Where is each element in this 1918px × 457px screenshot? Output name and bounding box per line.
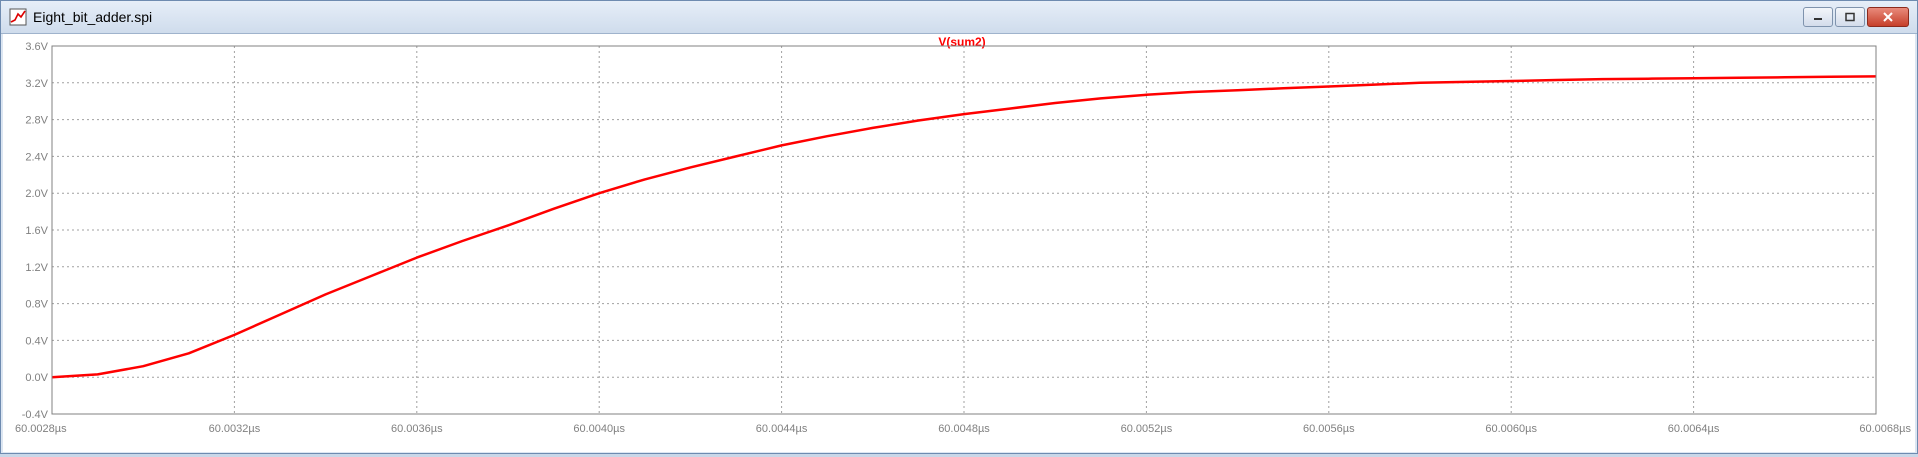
x-tick-label: 60.0036µs bbox=[391, 423, 443, 435]
x-tick-label: 60.0060µs bbox=[1485, 423, 1537, 435]
y-tick-label: 3.6V bbox=[25, 41, 48, 53]
x-tick-label: 60.0028µs bbox=[15, 423, 67, 435]
plot-frame bbox=[51, 45, 1877, 415]
y-tick-label: 0.8V bbox=[25, 299, 48, 311]
x-tick-label: 60.0052µs bbox=[1121, 423, 1173, 435]
y-tick-label: -0.4V bbox=[22, 409, 49, 421]
y-tick-label: 3.2V bbox=[25, 78, 48, 90]
y-tick-label: 1.2V bbox=[25, 262, 48, 274]
series-line-vsum2[interactable] bbox=[51, 75, 1877, 379]
restore-icon bbox=[1845, 12, 1855, 22]
series-layer bbox=[51, 75, 1877, 379]
minimize-icon bbox=[1814, 18, 1822, 20]
y-tick-label: 2.4V bbox=[25, 151, 48, 163]
x-tick-label: 60.0044µs bbox=[756, 423, 808, 435]
plot-area[interactable]: V(sum2) 3.6V 3.2V 2.8V 2.4V 2.0V 1.6V 1.2V 0.8V… bbox=[3, 34, 1915, 452]
x-tick-label: 60.0032µs bbox=[209, 423, 261, 435]
chart-title[interactable]: V(sum2) bbox=[938, 35, 985, 49]
x-tick-label: 60.0056µs bbox=[1303, 423, 1355, 435]
y-tick-label: 2.0V bbox=[25, 188, 48, 200]
restore-button[interactable] bbox=[1835, 7, 1865, 27]
x-tick-label: 60.0040µs bbox=[573, 423, 625, 435]
title-bar[interactable]: Eight_bit_adder.spi bbox=[1, 1, 1917, 34]
axis-labels: 3.6V 3.2V 2.8V 2.4V 2.0V 1.6V 1.2V 0.8V 0.4V 0.0V… bbox=[15, 41, 1911, 435]
grid bbox=[52, 46, 1876, 414]
x-tick-label: 60.0064µs bbox=[1668, 423, 1720, 435]
x-tick-label: 60.0068µs bbox=[1859, 423, 1911, 435]
close-button[interactable] bbox=[1867, 7, 1909, 27]
y-tick-label: 0.0V bbox=[25, 372, 48, 384]
y-tick-label: 0.4V bbox=[25, 335, 48, 347]
y-tick-label: 2.8V bbox=[25, 115, 48, 127]
window-title: Eight_bit_adder.spi bbox=[33, 9, 153, 25]
waveform-app-icon bbox=[9, 8, 27, 26]
x-tick-label: 60.0048µs bbox=[938, 423, 990, 435]
waveform-chart[interactable]: V(sum2) 3.6V 3.2V 2.8V 2.4V 2.0V 1.6V 1.2V 0.8V… bbox=[3, 34, 1915, 452]
y-tick-label: 1.6V bbox=[25, 225, 48, 237]
minimize-button[interactable] bbox=[1803, 7, 1833, 27]
close-icon bbox=[1883, 12, 1893, 22]
